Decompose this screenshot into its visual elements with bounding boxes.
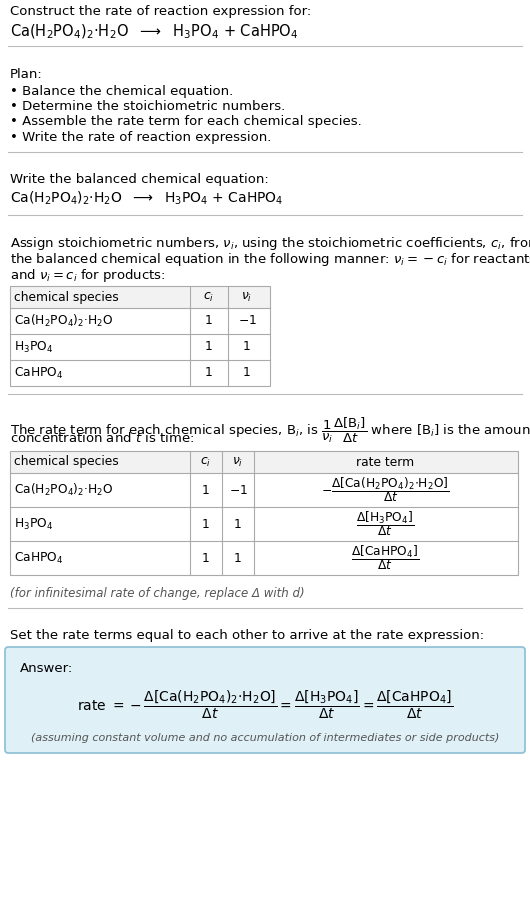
Text: $-$1: $-$1	[228, 483, 248, 497]
Bar	[10, 541, 518, 575]
Text: $\dfrac{\Delta[\mathrm{H_3PO_4}]}{\Delta t}$: $\dfrac{\Delta[\mathrm{H_3PO_4}]}{\Delta…	[356, 510, 414, 539]
Bar	[10, 308, 270, 334]
Text: 1: 1	[205, 315, 213, 328]
Bar	[10, 473, 518, 507]
Text: CaHPO$_4$: CaHPO$_4$	[14, 366, 64, 380]
Bar	[10, 451, 518, 575]
Text: chemical species: chemical species	[14, 456, 119, 469]
Text: 1: 1	[234, 551, 242, 564]
Text: Construct the rate of reaction expression for:: Construct the rate of reaction expressio…	[10, 5, 311, 18]
Text: Ca(H$_2$PO$_4$)$_2$·H$_2$O  $\longrightarrow$  H$_3$PO$_4$ + CaHPO$_4$: Ca(H$_2$PO$_4$)$_2$·H$_2$O $\longrightar…	[10, 190, 284, 207]
Bar	[10, 360, 270, 386]
Text: 1: 1	[234, 518, 242, 531]
Text: • Balance the chemical equation.: • Balance the chemical equation.	[10, 85, 233, 97]
Text: (assuming constant volume and no accumulation of intermediates or side products): (assuming constant volume and no accumul…	[31, 733, 499, 743]
Text: concentration and $t$ is time:: concentration and $t$ is time:	[10, 431, 194, 446]
Text: Ca(H$_2$PO$_4$)$_2$·H$_2$O: Ca(H$_2$PO$_4$)$_2$·H$_2$O	[14, 313, 113, 329]
Text: $\nu_i$: $\nu_i$	[241, 290, 253, 304]
Text: $\dfrac{\Delta[\mathrm{CaHPO_4}]}{\Delta t}$: $\dfrac{\Delta[\mathrm{CaHPO_4}]}{\Delta…	[351, 543, 419, 572]
Text: 1: 1	[205, 367, 213, 379]
Text: • Assemble the rate term for each chemical species.: • Assemble the rate term for each chemic…	[10, 116, 362, 128]
Text: $\nu_i$: $\nu_i$	[233, 455, 244, 469]
Text: and $\nu_i = c_i$ for products:: and $\nu_i = c_i$ for products:	[10, 267, 165, 284]
Text: Ca(H$_2$PO$_4$)$_2$·H$_2$O  $\longrightarrow$  H$_3$PO$_4$ + CaHPO$_4$: Ca(H$_2$PO$_4$)$_2$·H$_2$O $\longrightar…	[10, 23, 298, 41]
Text: rate term: rate term	[356, 456, 414, 469]
Text: $c_i$: $c_i$	[200, 455, 211, 469]
Text: H$_3$PO$_4$: H$_3$PO$_4$	[14, 517, 53, 531]
Text: Plan:: Plan:	[10, 68, 43, 81]
Text: Answer:: Answer:	[20, 662, 73, 675]
Bar	[10, 286, 270, 308]
Text: $-\dfrac{\Delta[\mathrm{Ca(H_2PO_4)_2{\cdot}H_2O}]}{\Delta t}$: $-\dfrac{\Delta[\mathrm{Ca(H_2PO_4)_2{\c…	[321, 476, 449, 504]
Text: $-$1: $-$1	[237, 315, 257, 328]
Text: Write the balanced chemical equation:: Write the balanced chemical equation:	[10, 173, 269, 186]
Text: Ca(H$_2$PO$_4$)$_2$·H$_2$O: Ca(H$_2$PO$_4$)$_2$·H$_2$O	[14, 482, 113, 498]
Text: Assign stoichiometric numbers, $\nu_i$, using the stoichiometric coefficients, $: Assign stoichiometric numbers, $\nu_i$, …	[10, 236, 530, 252]
Text: H$_3$PO$_4$: H$_3$PO$_4$	[14, 339, 53, 355]
Text: 1: 1	[202, 518, 210, 531]
Bar	[10, 286, 270, 386]
FancyBboxPatch shape	[5, 647, 525, 753]
Text: The rate term for each chemical species, B$_i$, is $\dfrac{1}{\nu_i}\dfrac{\Delt: The rate term for each chemical species,…	[10, 416, 530, 445]
Text: 1: 1	[202, 483, 210, 497]
Text: • Determine the stoichiometric numbers.: • Determine the stoichiometric numbers.	[10, 100, 285, 113]
Text: rate $= -\dfrac{\Delta[\mathrm{Ca(H_2PO_4)_2{\cdot}H_2O}]}{\Delta t} = \dfrac{\D: rate $= -\dfrac{\Delta[\mathrm{Ca(H_2PO_…	[77, 689, 453, 721]
Text: the balanced chemical equation in the following manner: $\nu_i = -c_i$ for react: the balanced chemical equation in the fo…	[10, 251, 530, 268]
Text: 1: 1	[243, 367, 251, 379]
Bar	[10, 507, 518, 541]
Text: 1: 1	[202, 551, 210, 564]
Bar	[10, 451, 518, 473]
Text: Set the rate terms equal to each other to arrive at the rate expression:: Set the rate terms equal to each other t…	[10, 629, 484, 642]
Text: 1: 1	[243, 340, 251, 353]
Text: (for infinitesimal rate of change, replace Δ with d): (for infinitesimal rate of change, repla…	[10, 587, 305, 600]
Text: • Write the rate of reaction expression.: • Write the rate of reaction expression.	[10, 131, 271, 144]
Bar	[10, 334, 270, 360]
Text: $c_i$: $c_i$	[204, 290, 215, 304]
Text: chemical species: chemical species	[14, 290, 119, 304]
Text: 1: 1	[205, 340, 213, 353]
Text: CaHPO$_4$: CaHPO$_4$	[14, 551, 64, 565]
